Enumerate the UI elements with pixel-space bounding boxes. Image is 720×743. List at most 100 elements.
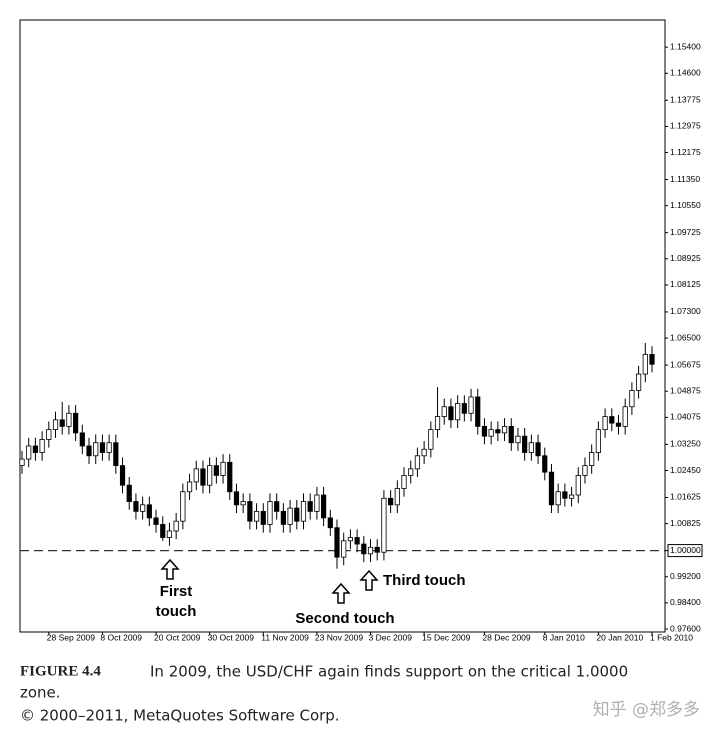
candle-body xyxy=(568,494,575,499)
candle-body xyxy=(635,373,642,391)
candle-body xyxy=(39,439,45,453)
candle-body xyxy=(461,403,467,414)
candle-body xyxy=(300,501,307,522)
x-tick-label: 20 Oct 2009 xyxy=(154,632,201,642)
y-tick-label: 1.12975 xyxy=(670,121,701,131)
candle-body xyxy=(448,406,454,421)
y-tick-label: 1.10550 xyxy=(670,200,701,210)
y-tick-label: 0.97600 xyxy=(670,623,701,633)
candle-body xyxy=(615,422,622,427)
candle-body xyxy=(602,416,608,431)
candle-body xyxy=(394,488,400,506)
y-tick-label: 0.98400 xyxy=(670,597,701,607)
candle-body xyxy=(133,501,139,512)
candle-body xyxy=(227,461,233,493)
candle-body xyxy=(207,465,213,486)
candle-body xyxy=(314,494,320,512)
candle-body xyxy=(287,507,293,525)
candle-body xyxy=(468,396,474,414)
y-tick-label: 1.09725 xyxy=(670,227,701,237)
y-tick-label: 1.08925 xyxy=(670,253,701,263)
y-tick-label: 1.12175 xyxy=(670,147,701,157)
candle-body xyxy=(441,406,447,417)
candle-body xyxy=(361,543,367,555)
candle-body xyxy=(535,442,541,457)
candle-body xyxy=(542,455,548,473)
candle-body xyxy=(341,540,347,558)
candle-body xyxy=(354,537,360,545)
y-tick-label: 1.06500 xyxy=(670,332,701,342)
candle-body xyxy=(153,517,159,525)
y-tick-label: 1.00000 xyxy=(670,545,701,555)
candle-body xyxy=(106,442,112,453)
candle-body xyxy=(59,419,65,427)
candle-body xyxy=(327,517,333,529)
caption-text: zone. xyxy=(20,684,61,702)
candle-body xyxy=(421,448,427,457)
y-tick-label: 0.99200 xyxy=(670,571,701,581)
candle-body xyxy=(86,445,92,457)
candle-body xyxy=(126,484,132,502)
y-tick-label: 1.04075 xyxy=(670,412,701,422)
candle-body xyxy=(401,475,407,489)
x-tick-label: 28 Dec 2009 xyxy=(482,632,530,642)
candle-body xyxy=(589,452,595,466)
candle-body xyxy=(347,537,354,542)
annotation: First xyxy=(160,583,193,600)
y-tick-label: 1.03250 xyxy=(670,439,701,449)
candle-body xyxy=(220,461,226,476)
candle-body xyxy=(320,494,327,519)
candle-body xyxy=(180,491,186,522)
candle-body xyxy=(166,530,173,538)
y-tick-label: 1.02450 xyxy=(670,465,701,475)
candle-body xyxy=(434,416,441,431)
candle-body xyxy=(93,442,99,457)
candle-body xyxy=(562,491,568,499)
arrow xyxy=(160,558,180,580)
candle-body xyxy=(522,435,528,453)
x-tick-label: 3 Dec 2009 xyxy=(369,632,413,642)
candle-body xyxy=(19,458,25,466)
candle-body xyxy=(428,429,434,450)
annotation: Third touch xyxy=(383,572,466,589)
candle-body xyxy=(381,497,387,553)
candle-body xyxy=(119,465,126,486)
annotation: touch xyxy=(156,603,197,620)
candle-body xyxy=(548,471,555,506)
candle-body xyxy=(582,465,588,476)
candle-body xyxy=(388,497,394,506)
y-tick-label: 1.15400 xyxy=(670,41,701,51)
y-tick-label: 1.05675 xyxy=(670,359,701,369)
arrow xyxy=(359,569,379,591)
candle-body xyxy=(46,429,52,440)
candle-body xyxy=(66,412,72,427)
candle-body xyxy=(274,501,280,512)
x-tick-label: 20 Jan 2010 xyxy=(596,632,643,642)
candle-body xyxy=(280,510,286,525)
candle-body xyxy=(307,501,313,512)
candle-body xyxy=(455,403,461,421)
candle-body xyxy=(508,425,514,444)
candle-body xyxy=(253,510,260,522)
candle-body xyxy=(374,546,380,553)
plot-frame xyxy=(19,19,666,633)
x-tick-label: 30 Oct 2009 xyxy=(208,632,255,642)
candle-body xyxy=(642,354,648,375)
candle-body xyxy=(52,419,59,431)
y-tick-label: 1.13775 xyxy=(670,95,701,105)
candle-body xyxy=(649,354,655,365)
y-tick-label: 1.14600 xyxy=(670,68,701,78)
candle-body xyxy=(160,524,166,538)
candle-body xyxy=(528,442,534,453)
candle-body xyxy=(481,425,488,437)
candle-body xyxy=(240,501,246,506)
candle-body xyxy=(233,491,240,506)
y-tick-label: 1.07300 xyxy=(670,306,701,316)
candle-body xyxy=(173,520,179,532)
x-tick-label: 23 Nov 2009 xyxy=(315,632,363,642)
candle-body xyxy=(79,432,85,447)
candle-body xyxy=(575,475,581,496)
candle-body xyxy=(609,416,615,424)
candle-body xyxy=(414,455,421,470)
